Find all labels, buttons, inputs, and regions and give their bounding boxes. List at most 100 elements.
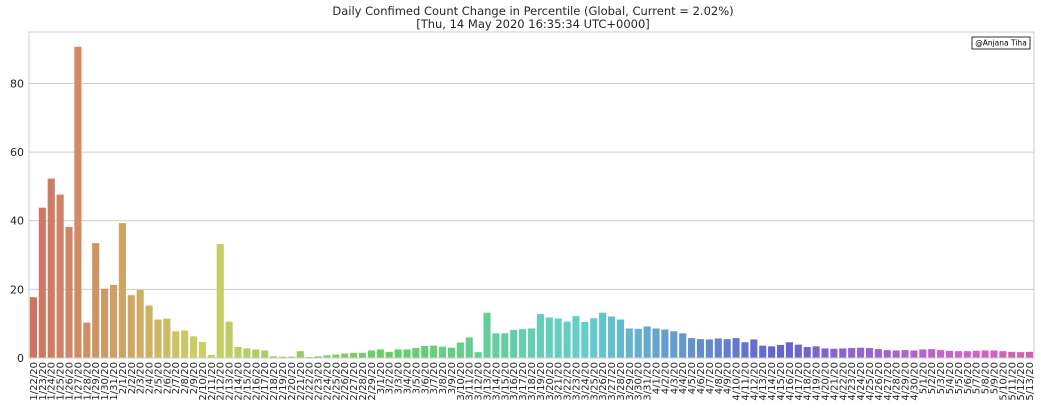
x-tick-label: 3/21/20	[554, 362, 565, 401]
bar	[768, 346, 776, 358]
bar	[1017, 352, 1025, 358]
x-tick-label: 5/6/20	[963, 362, 974, 394]
bar	[599, 312, 607, 358]
x-tick-label: 2/6/20	[162, 362, 173, 394]
x-axis-ticks: 1/22/201/23/201/24/201/25/201/26/201/27/…	[29, 362, 1036, 401]
bar	[207, 354, 215, 358]
bar	[198, 341, 206, 358]
x-tick-label: 4/23/20	[847, 362, 858, 401]
bar	[554, 318, 562, 358]
bar	[821, 348, 829, 358]
bar	[999, 351, 1007, 358]
bar	[616, 319, 624, 358]
bar	[990, 350, 998, 358]
x-tick-label: 4/12/20	[749, 362, 760, 401]
y-axis-ticks: 0 20 40 60 80	[10, 77, 24, 365]
bar	[839, 348, 847, 358]
bar	[865, 348, 874, 358]
x-tick-label: 2/25/20	[331, 362, 342, 401]
x-tick-label: 4/18/20	[803, 362, 814, 401]
bar	[812, 346, 820, 358]
bar	[625, 328, 633, 358]
bar	[456, 342, 464, 358]
x-tick-label: 2/24/20	[322, 362, 333, 401]
watermark-text: @Anjana Tiha	[975, 39, 1027, 48]
x-tick-label: 2/12/20	[216, 362, 227, 401]
x-tick-label: 3/16/20	[509, 362, 520, 401]
bar	[892, 350, 900, 358]
x-tick-label: 3/23/20	[571, 362, 582, 401]
chart-title-line-1: Daily Confimed Count Change in Percentil…	[332, 4, 733, 18]
bar	[945, 350, 954, 358]
x-tick-label: 4/9/20	[723, 362, 734, 394]
x-tick-label: 1/30/20	[100, 362, 111, 401]
x-tick-label: 4/6/20	[696, 362, 707, 394]
bar	[439, 346, 447, 358]
x-tick-label: 4/14/20	[767, 362, 778, 401]
x-tick-label: 2/13/20	[225, 362, 236, 401]
bar	[270, 356, 278, 358]
x-tick-label: 3/24/20	[580, 362, 591, 401]
x-tick-label: 1/22/20	[29, 362, 40, 401]
bar	[234, 347, 242, 358]
bar	[590, 318, 598, 358]
x-tick-label: 3/6/20	[420, 362, 431, 394]
x-tick-label: 5/7/20	[972, 362, 983, 394]
x-tick-label: 4/16/20	[785, 362, 796, 401]
x-tick-label: 4/20/20	[820, 362, 831, 401]
x-tick-label: 4/1/20	[652, 362, 663, 394]
x-tick-label: 4/13/20	[758, 362, 769, 401]
bar	[261, 350, 269, 358]
x-tick-label: 4/11/20	[740, 362, 751, 401]
x-tick-label: 4/8/20	[714, 362, 725, 394]
x-tick-label: 2/23/20	[314, 362, 325, 401]
bar	[483, 312, 491, 358]
x-tick-label: 1/23/20	[38, 362, 49, 401]
bar	[216, 244, 224, 358]
chart-title-line-2: [Thu, 14 May 2020 16:35:34 UTC+0000]	[416, 17, 650, 31]
bar	[492, 333, 500, 358]
bar	[928, 349, 936, 358]
bar	[74, 46, 82, 358]
bar	[430, 345, 438, 358]
bar	[163, 318, 171, 358]
x-tick-label: 4/17/20	[794, 362, 805, 401]
x-tick-label: 1/25/20	[56, 362, 67, 401]
bar	[972, 350, 980, 358]
x-tick-label: 4/28/20	[892, 362, 903, 401]
bar	[296, 351, 304, 358]
bar	[874, 349, 882, 358]
x-tick-label: 2/20/20	[287, 362, 298, 401]
bar	[545, 317, 553, 358]
bar	[848, 348, 856, 358]
x-tick-label: 3/10/20	[456, 362, 467, 401]
x-tick-label: 4/4/20	[678, 362, 689, 394]
x-tick-label: 2/19/20	[278, 362, 289, 401]
bar	[118, 223, 126, 358]
x-tick-label: 2/17/20	[260, 362, 271, 401]
y-gridlines	[29, 82, 1034, 359]
x-tick-label: 2/14/20	[234, 362, 245, 401]
x-tick-label: 2/27/20	[349, 362, 360, 401]
x-tick-label: 3/31/20	[643, 362, 654, 401]
x-tick-label: 3/7/20	[429, 362, 440, 394]
x-tick-label: 2/7/20	[171, 362, 182, 394]
bar	[572, 316, 580, 358]
x-tick-label: 2/28/20	[358, 362, 369, 401]
x-tick-label: 3/26/20	[598, 362, 609, 401]
x-tick-label: 2/29/20	[367, 362, 378, 401]
x-tick-label: 5/12/20	[1016, 362, 1027, 401]
bar	[154, 319, 162, 358]
bar	[803, 347, 811, 358]
bar	[385, 351, 393, 358]
x-tick-label: 4/7/20	[705, 362, 716, 394]
bar	[287, 356, 295, 358]
bar	[785, 342, 793, 358]
bar	[305, 356, 313, 358]
x-tick-label: 5/5/20	[954, 362, 965, 394]
bar	[403, 349, 411, 358]
x-tick-label: 5/11/20	[1007, 362, 1018, 401]
bar	[314, 356, 322, 358]
bar	[776, 344, 785, 358]
